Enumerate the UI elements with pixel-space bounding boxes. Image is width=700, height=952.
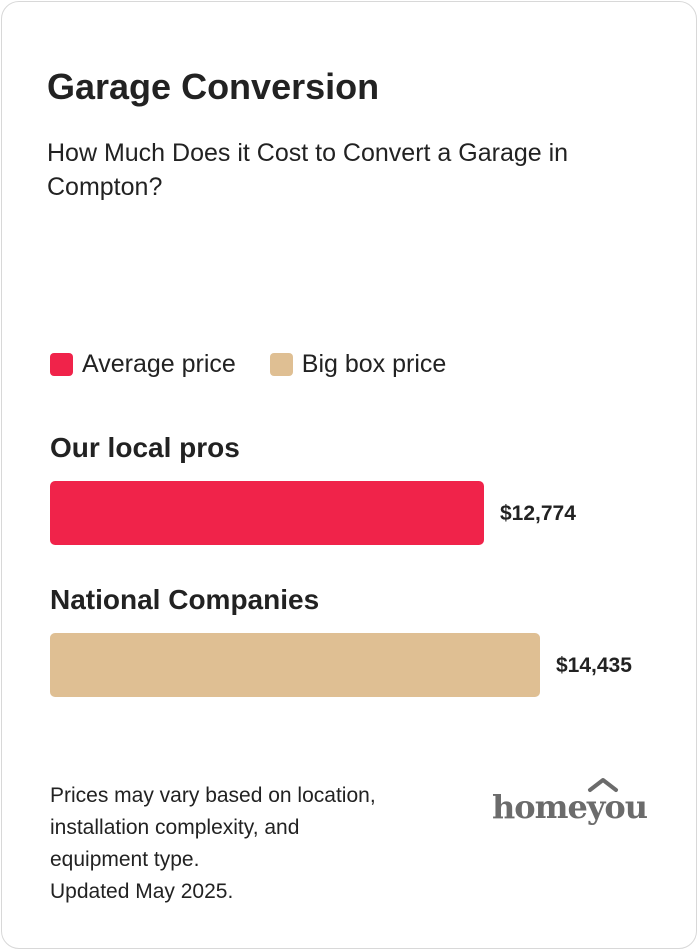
legend-label-big-box: Big box price — [301, 350, 447, 378]
chart-legend: Average price Big box price — [50, 350, 480, 379]
pricing-note: Prices may vary based on location, insta… — [50, 780, 376, 908]
homeyou-logo: homeyou — [492, 778, 649, 826]
note-line: Prices may vary based on location, — [50, 784, 376, 807]
legend-swatch-big-box — [269, 353, 293, 376]
note-line: equipment type. — [50, 848, 200, 871]
bar-value-national-companies: $14,435 — [556, 654, 632, 677]
note-line: Updated May 2025. — [50, 880, 234, 903]
note-line: installation complexity, and — [50, 816, 300, 839]
bar-national-companies — [50, 633, 540, 697]
bar-value-local-pros: $12,774 — [500, 502, 576, 525]
legend-item-average: Average price — [50, 350, 236, 379]
legend-swatch-average — [50, 353, 73, 376]
bar-local-pros — [50, 481, 484, 545]
logo-wordmark: homeyou — [492, 788, 648, 826]
bar-label-national-companies: National Companies — [50, 584, 320, 615]
page-title: Garage Conversion — [47, 66, 380, 107]
bar-label-local-pros: Our local pros — [50, 432, 240, 463]
page-subtitle: How Much Does it Cost to Convert a Garag… — [47, 139, 569, 201]
legend-item-big-box: Big box price — [269, 350, 447, 379]
legend-label-average: Average price — [82, 350, 236, 378]
